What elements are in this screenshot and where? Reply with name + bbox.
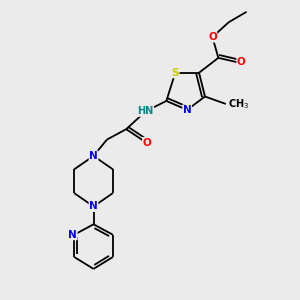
- Text: N: N: [183, 105, 191, 115]
- Text: O: O: [143, 138, 152, 148]
- Text: N: N: [68, 230, 77, 240]
- Text: N: N: [89, 151, 98, 161]
- Text: S: S: [172, 68, 179, 78]
- Text: O: O: [208, 32, 217, 42]
- Text: N: N: [89, 202, 98, 212]
- Text: HN: HN: [137, 106, 154, 116]
- Text: CH$_3$: CH$_3$: [228, 97, 249, 111]
- Text: O: O: [237, 57, 246, 67]
